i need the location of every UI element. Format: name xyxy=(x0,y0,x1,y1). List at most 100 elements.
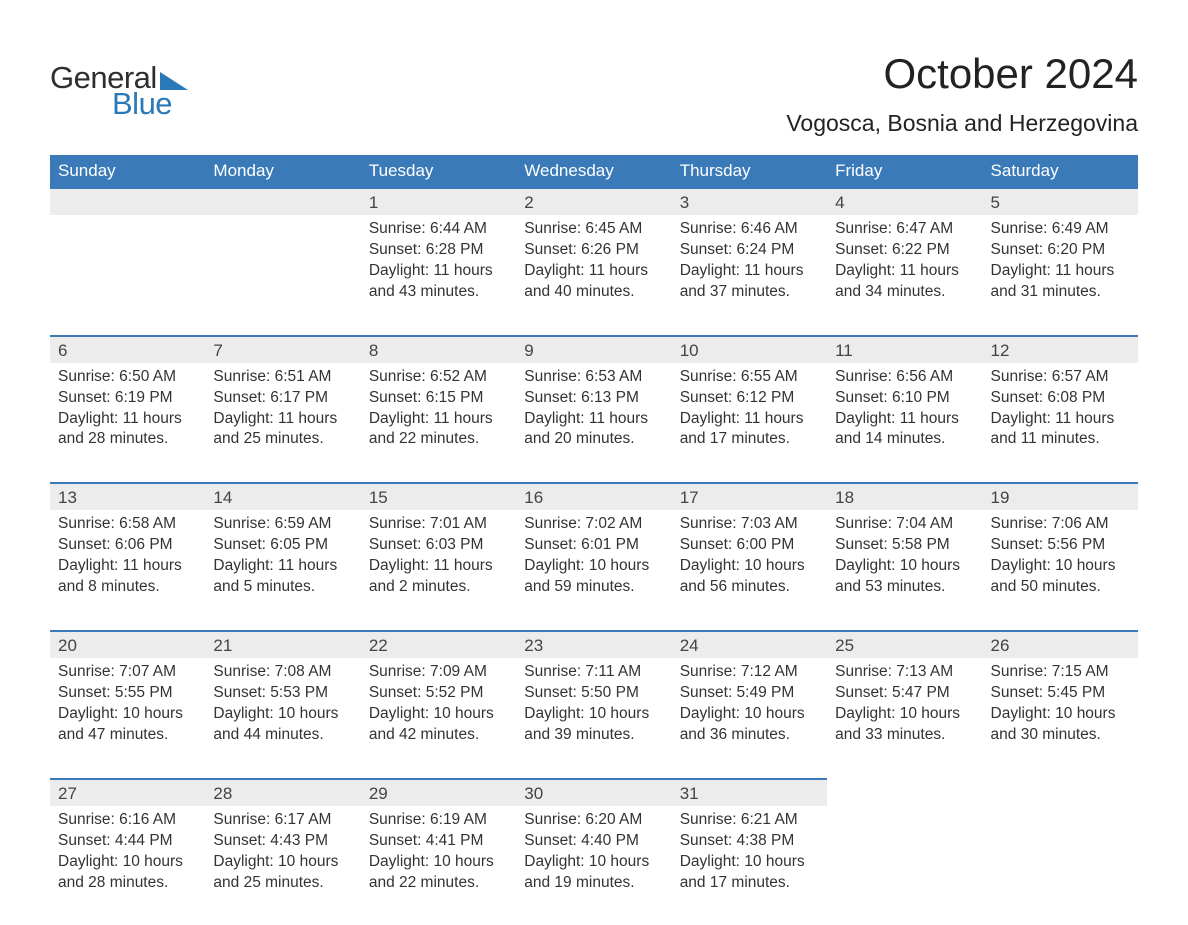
daylight-label-2: and 44 minutes. xyxy=(213,726,323,743)
date-number-cell: 11 xyxy=(827,336,982,363)
date-data-cell: Sunrise: 6:47 AMSunset: 6:22 PMDaylight:… xyxy=(827,215,982,336)
sunrise-label: Sunrise: 7:06 AM xyxy=(991,515,1109,532)
daylight-label-2: and 11 minutes. xyxy=(991,430,1100,447)
sunset-label: Sunset: 6:08 PM xyxy=(991,389,1106,406)
date-number-cell: 26 xyxy=(983,631,1138,658)
date-number-cell: 1 xyxy=(361,188,516,215)
daylight-label-2: and 47 minutes. xyxy=(58,726,168,743)
daylight-label: Daylight: 10 hours xyxy=(58,705,183,722)
daylight-label: Daylight: 11 hours xyxy=(369,410,493,427)
date-number-cell: 14 xyxy=(205,483,360,510)
sunrise-label: Sunrise: 7:08 AM xyxy=(213,663,331,680)
sunset-label: Sunset: 4:44 PM xyxy=(58,832,173,849)
daylight-label-2: and 2 minutes. xyxy=(369,578,471,595)
date-number-cell: 18 xyxy=(827,483,982,510)
date-number-cell: 22 xyxy=(361,631,516,658)
calendar-table: SundayMondayTuesdayWednesdayThursdayFrid… xyxy=(50,155,1138,925)
date-data-cell: Sunrise: 6:57 AMSunset: 6:08 PMDaylight:… xyxy=(983,363,1138,484)
date-number-cell xyxy=(827,779,982,806)
sunset-label: Sunset: 6:03 PM xyxy=(369,536,484,553)
sunset-label: Sunset: 4:43 PM xyxy=(213,832,328,849)
date-data-cell: Sunrise: 7:12 AMSunset: 5:49 PMDaylight:… xyxy=(672,658,827,779)
day-header: Sunday xyxy=(50,155,205,188)
daylight-label: Daylight: 10 hours xyxy=(524,557,649,574)
daylight-label: Daylight: 11 hours xyxy=(524,262,648,279)
date-number-cell: 2 xyxy=(516,188,671,215)
daylight-label: Daylight: 11 hours xyxy=(58,557,182,574)
date-number-cell: 3 xyxy=(672,188,827,215)
sunset-label: Sunset: 5:55 PM xyxy=(58,684,173,701)
sunrise-label: Sunrise: 6:49 AM xyxy=(991,220,1109,237)
daylight-label-2: and 25 minutes. xyxy=(213,430,323,447)
day-header: Saturday xyxy=(983,155,1138,188)
sunrise-label: Sunrise: 6:45 AM xyxy=(524,220,642,237)
sunset-label: Sunset: 6:05 PM xyxy=(213,536,328,553)
daylight-label: Daylight: 11 hours xyxy=(213,557,337,574)
date-number-cell: 24 xyxy=(672,631,827,658)
date-number-cell xyxy=(983,779,1138,806)
date-number-cell: 17 xyxy=(672,483,827,510)
sunset-label: Sunset: 6:26 PM xyxy=(524,241,639,258)
sunset-label: Sunset: 6:06 PM xyxy=(58,536,173,553)
date-data-cell: Sunrise: 6:59 AMSunset: 6:05 PMDaylight:… xyxy=(205,510,360,631)
sunrise-label: Sunrise: 7:15 AM xyxy=(991,663,1109,680)
day-header: Wednesday xyxy=(516,155,671,188)
month-title: October 2024 xyxy=(786,50,1138,98)
daylight-label: Daylight: 10 hours xyxy=(213,853,338,870)
date-number-cell: 27 xyxy=(50,779,205,806)
daylight-label: Daylight: 11 hours xyxy=(213,410,337,427)
date-number-cell: 12 xyxy=(983,336,1138,363)
date-data-cell: Sunrise: 7:07 AM Sunset: 5:55 PM Daylight:… xyxy=(50,658,205,779)
date-data-row: Sunrise: 6:58 AM Sunset: 6:06 PM Daylight:… xyxy=(50,510,1138,631)
date-data-cell: Sunrise: 6:55 AMSunset: 6:12 PMDaylight:… xyxy=(672,363,827,484)
date-data-cell: Sunrise: 6:49 AMSunset: 6:20 PMDaylight:… xyxy=(983,215,1138,336)
daylight-label-2: and 19 minutes. xyxy=(524,874,634,891)
sunrise-label: Sunrise: 6:53 AM xyxy=(524,368,642,385)
sunset-label: Sunset: 4:38 PM xyxy=(680,832,795,849)
location-label: Vogosca, Bosnia and Herzegovina xyxy=(786,110,1138,137)
logo: General Blue xyxy=(50,60,188,122)
daylight-label-2: and 34 minutes. xyxy=(835,283,945,300)
daylight-label-2: and 25 minutes. xyxy=(213,874,323,891)
daylight-label: Daylight: 10 hours xyxy=(369,705,494,722)
date-number-cell: 31 xyxy=(672,779,827,806)
date-number-cell: 13 xyxy=(50,483,205,510)
sunrise-label: Sunrise: 7:07 AM xyxy=(58,663,176,680)
daylight-label-2: and 22 minutes. xyxy=(369,874,479,891)
daylight-label-2: and 28 minutes. xyxy=(58,430,168,447)
date-number-cell: 4 xyxy=(827,188,982,215)
sunrise-label: Sunrise: 6:50 AM xyxy=(58,368,176,385)
daylight-label-2: and 56 minutes. xyxy=(680,578,790,595)
daylight-label-2: and 39 minutes. xyxy=(524,726,634,743)
daylight-label-2: and 5 minutes. xyxy=(213,578,315,595)
sunrise-label: Sunrise: 6:46 AM xyxy=(680,220,798,237)
daylight-label: Daylight: 10 hours xyxy=(58,853,183,870)
daylight-label: Daylight: 11 hours xyxy=(369,262,493,279)
date-data-cell: Sunrise: 7:03 AMSunset: 6:00 PMDaylight:… xyxy=(672,510,827,631)
sunset-label: Sunset: 6:12 PM xyxy=(680,389,795,406)
day-header: Thursday xyxy=(672,155,827,188)
sunset-label: Sunset: 5:49 PM xyxy=(680,684,795,701)
date-data-cell: Sunrise: 7:11 AMSunset: 5:50 PMDaylight:… xyxy=(516,658,671,779)
date-data-cell: Sunrise: 6:52 AMSunset: 6:15 PMDaylight:… xyxy=(361,363,516,484)
date-number-cell: 28 xyxy=(205,779,360,806)
day-header: Friday xyxy=(827,155,982,188)
daylight-label: Daylight: 10 hours xyxy=(369,853,494,870)
sunset-label: Sunset: 5:50 PM xyxy=(524,684,639,701)
day-header: Monday xyxy=(205,155,360,188)
sunrise-label: Sunrise: 6:51 AM xyxy=(213,368,331,385)
daylight-label: Daylight: 11 hours xyxy=(524,410,648,427)
daylight-label: Daylight: 11 hours xyxy=(991,262,1115,279)
daylight-label: Daylight: 11 hours xyxy=(680,410,804,427)
sunrise-label: Sunrise: 7:01 AM xyxy=(369,515,487,532)
sunrise-label: Sunrise: 6:58 AM xyxy=(58,515,176,532)
date-data-cell: Sunrise: 6:16 AMSunset: 4:44 PMDaylight:… xyxy=(50,806,205,925)
title-block: October 2024 Vogosca, Bosnia and Herzego… xyxy=(786,50,1138,145)
daylight-label-2: and 14 minutes. xyxy=(835,430,945,447)
date-number-cell: 5 xyxy=(983,188,1138,215)
date-number-cell: 25 xyxy=(827,631,982,658)
date-number-cell: 7 xyxy=(205,336,360,363)
sunrise-label: Sunrise: 7:03 AM xyxy=(680,515,798,532)
daylight-label-2: and 8 minutes. xyxy=(58,578,160,595)
sunset-label: Sunset: 4:41 PM xyxy=(369,832,484,849)
